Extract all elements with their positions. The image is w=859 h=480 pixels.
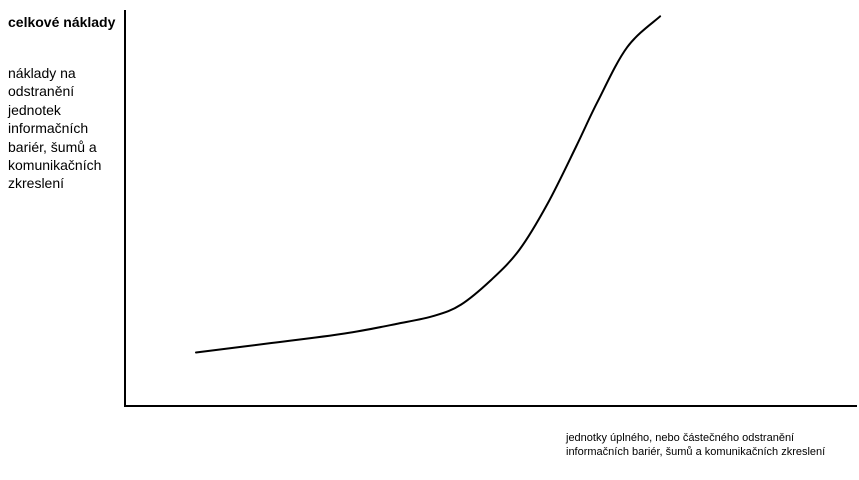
y-axis-title: celkové náklady — [8, 14, 116, 30]
y-axis-label: náklady na odstranění jednotek informačn… — [8, 65, 102, 192]
series-line-0 — [195, 15, 662, 354]
x-axis-label: jednotky úplného, nebo částečného odstra… — [566, 432, 826, 458]
